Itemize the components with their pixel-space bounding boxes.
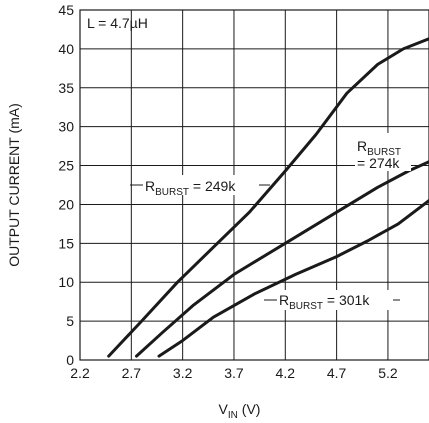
series-line-1 <box>107 37 429 358</box>
x-tick-label: 2.7 <box>122 365 142 381</box>
y-tick-label: 35 <box>58 80 74 96</box>
series-label-2: RBURST <box>357 138 401 158</box>
series-layer <box>107 37 429 358</box>
labels: RBURST = 249k RBURST= 274k RBURST = 301k L … <box>87 15 411 312</box>
y-axis-title: OUTPUT CURRENT (mA) <box>6 103 22 267</box>
x-tick-label: 3.2 <box>173 365 193 381</box>
y-tick-label: 25 <box>58 158 74 174</box>
series-label-3: RBURST = 301k <box>279 292 370 312</box>
y-tick-label: 15 <box>58 235 74 251</box>
y-tick-label: 30 <box>58 119 74 135</box>
y-tick-label: 10 <box>58 274 74 290</box>
x-tick-label: 4.7 <box>327 365 347 381</box>
plot-frame <box>79 9 429 361</box>
x-tick-label: 2.2 <box>70 365 90 381</box>
series-label-1: RBURST = 249k <box>145 178 236 198</box>
x-tick-label: 3.7 <box>224 365 244 381</box>
x-tick-label: 4.2 <box>276 365 296 381</box>
y-tick-label: 45 <box>58 2 74 18</box>
y-tick-label: 0 <box>66 352 74 368</box>
series-line-3 <box>157 199 429 358</box>
ticks: 2.2 2.7 3.2 3.7 4.2 4.7 5.2 0 5 10 15 20 25 30 35 40 45 V… <box>6 2 398 421</box>
label-background <box>277 290 395 310</box>
x-tick-label: 5.2 <box>378 365 398 381</box>
series-label-2-line2: = 274k <box>357 155 400 171</box>
label-background <box>143 175 261 195</box>
grid <box>80 10 429 360</box>
inductance-annotation: L = 4.7µH <box>87 15 148 31</box>
series-line-2 <box>135 160 429 358</box>
label-background <box>355 133 411 171</box>
x-axis-title: VIN (V) <box>219 401 261 421</box>
y-tick-label: 20 <box>58 196 74 212</box>
y-tick-label: 5 <box>66 313 74 329</box>
y-tick-label: 40 <box>58 41 74 57</box>
